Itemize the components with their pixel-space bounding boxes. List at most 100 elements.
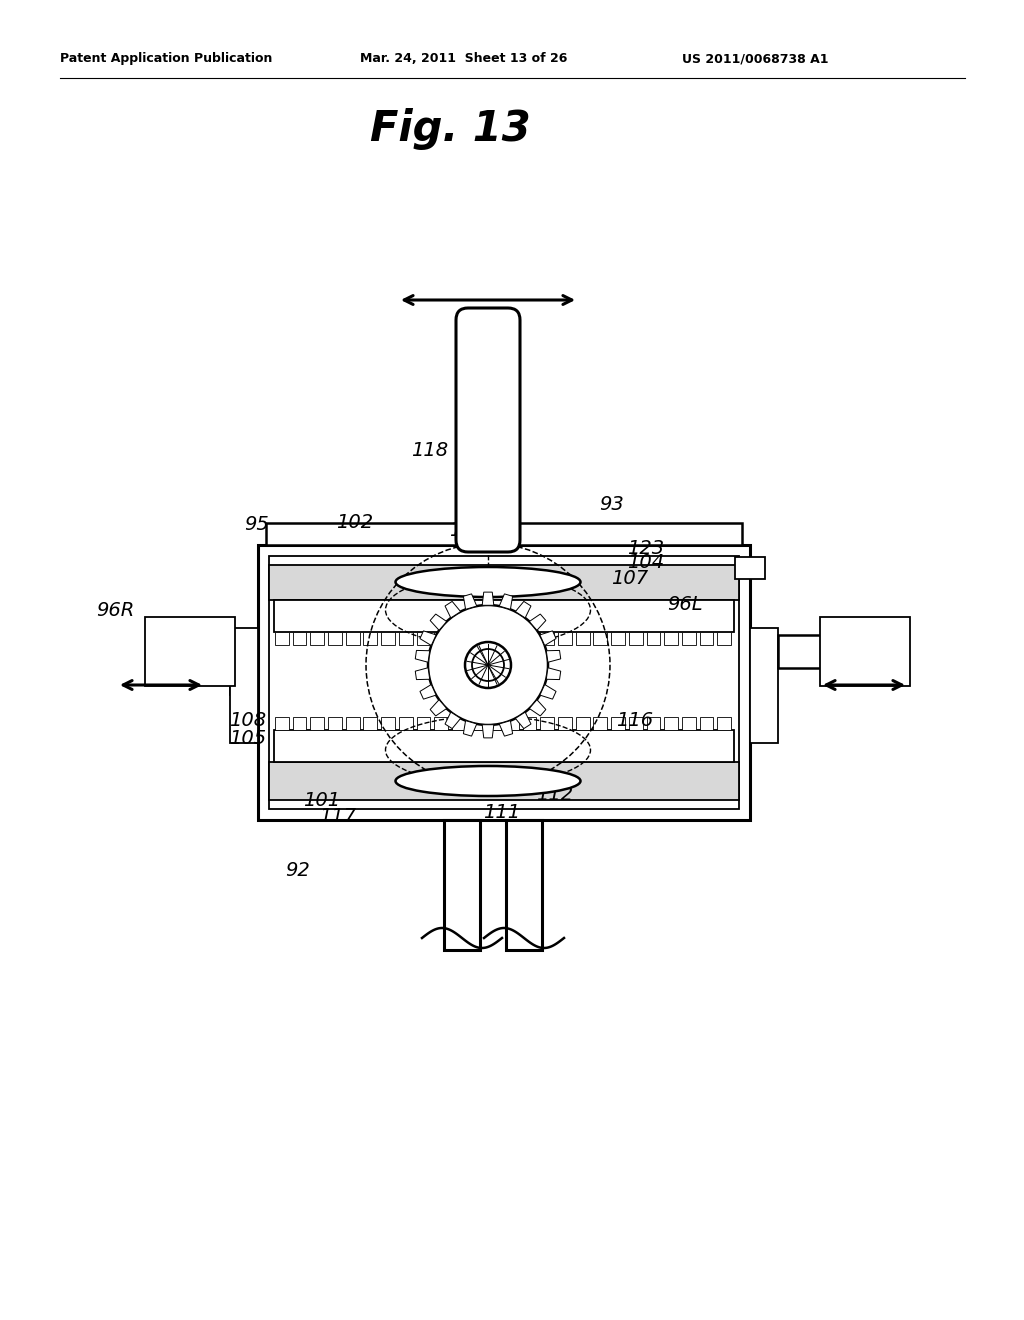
Bar [541, 717, 554, 730]
Text: 111: 111 [483, 803, 520, 821]
Bar [699, 717, 714, 730]
Text: Patent Application Publication: Patent Application Publication [60, 51, 272, 65]
Polygon shape [464, 721, 477, 737]
Polygon shape [430, 700, 446, 715]
Bar [575, 632, 590, 645]
Text: 123: 123 [628, 539, 665, 557]
Ellipse shape [395, 766, 581, 796]
Polygon shape [546, 651, 561, 663]
Polygon shape [445, 602, 461, 618]
Bar [275, 717, 289, 730]
Polygon shape [529, 700, 546, 715]
Polygon shape [430, 614, 446, 630]
Text: 108: 108 [229, 710, 266, 730]
Bar [646, 632, 660, 645]
Bar [594, 717, 607, 730]
Text: Fig. 13: Fig. 13 [370, 108, 530, 150]
Text: 107: 107 [611, 569, 648, 587]
Bar [328, 717, 342, 730]
Bar [230, 645, 258, 696]
Bar [434, 717, 449, 730]
Bar [611, 717, 625, 730]
Text: 118: 118 [412, 441, 449, 459]
Polygon shape [515, 602, 531, 618]
Bar [269, 762, 739, 800]
Text: 105: 105 [229, 729, 266, 747]
Polygon shape [420, 631, 436, 645]
Bar [274, 601, 734, 632]
Circle shape [428, 605, 548, 725]
Bar [594, 632, 607, 645]
Bar [417, 632, 430, 645]
Polygon shape [540, 685, 556, 700]
Polygon shape [482, 593, 494, 606]
Text: 101: 101 [303, 791, 341, 809]
Bar [266, 523, 742, 545]
Text: 96L: 96L [668, 595, 702, 615]
Bar [735, 557, 765, 579]
Polygon shape [540, 631, 556, 645]
Text: Mar. 24, 2011  Sheet 13 of 26: Mar. 24, 2011 Sheet 13 of 26 [360, 51, 567, 65]
Bar [682, 632, 695, 645]
Bar [470, 717, 483, 730]
Bar [505, 632, 519, 645]
Polygon shape [500, 721, 513, 737]
Bar [364, 632, 377, 645]
Ellipse shape [395, 568, 581, 597]
Polygon shape [464, 594, 477, 610]
Bar [293, 632, 306, 645]
Bar [487, 717, 501, 730]
FancyBboxPatch shape [456, 308, 520, 552]
Bar [575, 717, 590, 730]
Bar [269, 565, 739, 601]
Bar [381, 632, 395, 645]
Bar [155, 635, 230, 668]
Bar [558, 717, 571, 730]
Text: 92: 92 [286, 861, 310, 879]
Text: 104: 104 [628, 553, 665, 573]
Bar [717, 717, 731, 730]
Text: 112: 112 [537, 785, 573, 804]
Bar [434, 632, 449, 645]
Bar [541, 632, 554, 645]
Bar [750, 628, 778, 743]
Polygon shape [416, 668, 430, 680]
Bar [310, 717, 325, 730]
Bar [452, 632, 466, 645]
Bar [398, 632, 413, 645]
Polygon shape [529, 614, 546, 630]
Bar [699, 632, 714, 645]
Bar [522, 632, 537, 645]
Text: 95: 95 [245, 516, 269, 535]
Bar [629, 632, 643, 645]
Bar [398, 717, 413, 730]
Bar [328, 632, 342, 645]
Text: 114: 114 [450, 520, 486, 540]
Bar [258, 545, 750, 820]
Text: 93: 93 [600, 495, 625, 515]
Polygon shape [515, 711, 531, 729]
Polygon shape [482, 725, 494, 738]
Bar [444, 820, 480, 950]
Bar [460, 511, 516, 525]
Text: 116: 116 [616, 710, 653, 730]
Bar [522, 717, 537, 730]
Bar [269, 556, 739, 809]
Bar [230, 628, 258, 743]
Circle shape [465, 642, 511, 688]
Polygon shape [445, 711, 461, 729]
Bar [820, 616, 910, 686]
Bar [558, 632, 571, 645]
Bar [778, 635, 870, 668]
Bar [452, 717, 466, 730]
Polygon shape [546, 668, 561, 680]
Bar [417, 717, 430, 730]
Bar [310, 632, 325, 645]
Bar [275, 632, 289, 645]
Bar [506, 820, 542, 950]
Text: 96R: 96R [96, 601, 134, 619]
Bar [665, 717, 678, 730]
Text: US 2011/0068738 A1: US 2011/0068738 A1 [682, 51, 828, 65]
Bar [629, 717, 643, 730]
Bar [145, 616, 234, 686]
